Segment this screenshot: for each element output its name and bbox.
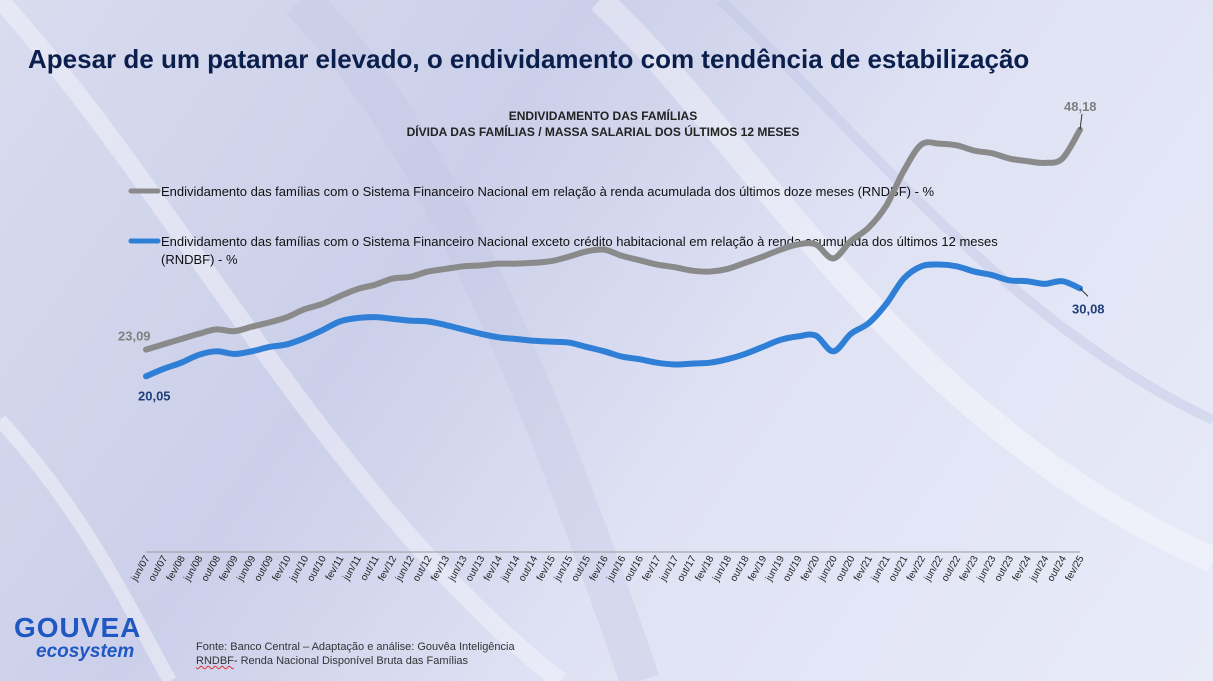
logo-word: GOUVEA [14, 612, 142, 643]
series-line-blue [143, 261, 1083, 380]
abbr-note: RNDBF- Renda Nacional Disponível Bruta d… [196, 654, 515, 668]
source-note: Fonte: Banco Central – Adaptação e análi… [196, 641, 515, 653]
legend-label-gray: Endividamento das famílias com o Sistema… [161, 184, 935, 199]
leader-gray-end [1079, 113, 1083, 130]
series-line-gray [143, 126, 1083, 353]
data-label-gray-end: 48,18 [1064, 99, 1097, 114]
gouvea-logo: GOUVEA ecosystem [14, 614, 141, 662]
logo-sub: ecosystem [36, 641, 135, 662]
data-label-blue-start: 20,05 [138, 388, 171, 403]
x-axis-ticks: jun/07out/07fev/08jun/08out/08fev/09jun/… [129, 554, 1087, 584]
x-tick-label: fev/25 [1063, 554, 1086, 583]
data-label-blue-end: 30,08 [1072, 301, 1105, 316]
data-label-gray-start: 23,09 [118, 329, 151, 344]
footer-notes: Fonte: Banco Central – Adaptação e análi… [196, 640, 515, 668]
data-labels: 23,09 20,05 48,18 30,08 [118, 99, 1105, 404]
chart-subtitle: DÍVIDA DAS FAMÍLIAS / MASSA SALARIAL DOS… [407, 124, 800, 139]
leader-blue-end [1079, 288, 1089, 297]
abbr-def: - Renda Nacional Disponível Bruta das Fa… [233, 655, 469, 667]
headline: Apesar de um patamar elevado, o endivida… [28, 44, 1030, 74]
series-group [143, 126, 1083, 380]
abbr-term: RNDBF [196, 655, 234, 667]
chart-title: ENDIVIDAMENTO DAS FAMÍLIAS [509, 108, 697, 123]
